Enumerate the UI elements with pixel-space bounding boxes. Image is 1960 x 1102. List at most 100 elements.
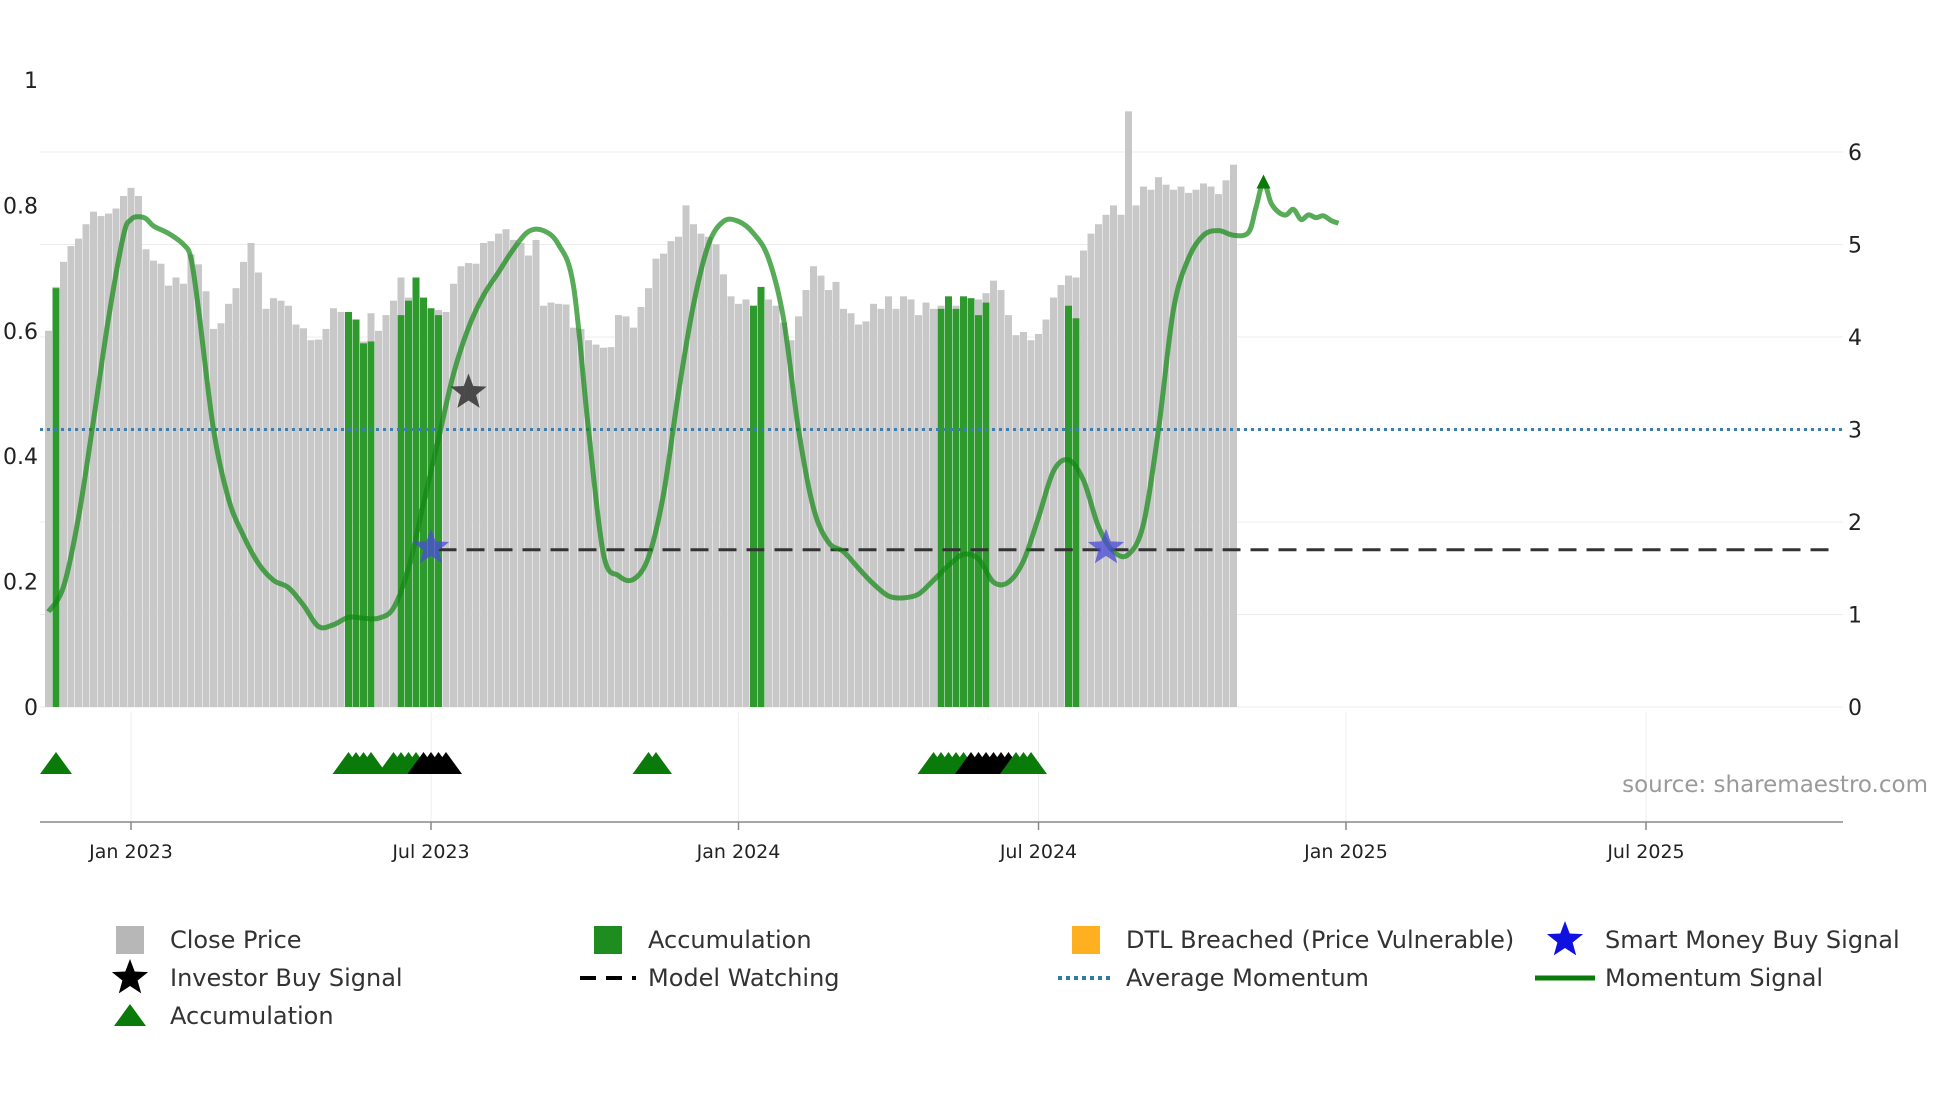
legend-swatch <box>1072 926 1100 954</box>
y-right-tick-label: 3 <box>1848 419 1862 444</box>
y-right-tick-label: 1 <box>1848 604 1862 629</box>
accumulation-bar <box>1065 305 1072 707</box>
close-price-bar <box>1020 332 1027 707</box>
y-right-tick-label: 4 <box>1848 326 1862 351</box>
close-price-bar <box>172 277 180 707</box>
close-price-bar <box>825 290 832 707</box>
close-price-bar <box>495 233 502 708</box>
close-price-bar <box>127 187 135 707</box>
close-price-bar <box>90 211 97 708</box>
close-price-bar <box>735 303 742 707</box>
close-price-bar <box>667 241 675 707</box>
close-price-bar <box>1140 186 1147 708</box>
close-price-bar <box>862 321 870 707</box>
close-price-bar <box>1117 214 1125 707</box>
smart-money-star <box>1087 528 1125 564</box>
x-tick-label: Jul 2023 <box>391 841 469 863</box>
y-left-tick-label: 0.4 <box>3 445 38 470</box>
close-price-bar <box>840 308 847 707</box>
accumulation-bar <box>352 319 360 707</box>
close-price-bar <box>630 327 637 707</box>
close-price-bar <box>262 308 270 707</box>
close-price-bar <box>382 315 390 707</box>
legend-label: Close Price <box>170 926 302 954</box>
close-price-bar <box>727 296 735 707</box>
close-price-bar <box>780 322 787 707</box>
close-price-bar <box>1185 192 1192 708</box>
accumulation-triangle <box>40 752 72 774</box>
close-price-bar <box>892 308 900 707</box>
close-price-bar <box>555 303 562 707</box>
close-price-bar <box>150 260 157 707</box>
close-price-bar <box>442 311 450 707</box>
close-price-bar <box>652 258 660 707</box>
close-price-bar <box>547 302 555 707</box>
close-price-bar <box>592 344 600 707</box>
close-price-bar <box>817 275 825 707</box>
close-price-bar <box>487 241 495 707</box>
legend-label: Smart Money Buy Signal <box>1605 926 1900 954</box>
source-label: source: sharemaestro.com <box>1622 772 1928 798</box>
close-price-bar <box>472 263 480 707</box>
close-price-bar <box>1057 285 1065 707</box>
legend-label: Average Momentum <box>1126 964 1369 992</box>
y-left-tick-label: 0.8 <box>3 194 38 219</box>
close-price-bar <box>915 315 922 707</box>
momentum-signal-line <box>46 180 1340 631</box>
y-right-tick-label: 5 <box>1848 234 1862 259</box>
close-price-bar <box>930 308 937 707</box>
close-price-bar <box>180 283 187 707</box>
close-price-bar <box>375 330 382 707</box>
close-price-bar <box>202 291 210 707</box>
close-price-bar <box>1222 180 1230 707</box>
close-price-bar <box>615 315 622 707</box>
close-price-bar <box>682 205 690 707</box>
close-price-bar <box>1005 315 1012 707</box>
close-price-bar <box>922 302 930 707</box>
accumulation-bar <box>405 300 412 707</box>
close-price-bar <box>1027 340 1035 707</box>
close-price-bar <box>457 266 465 707</box>
legend-label: Momentum Signal <box>1605 964 1823 992</box>
close-price-bar <box>877 308 885 707</box>
close-price-bar <box>577 328 585 707</box>
close-price-bar <box>157 263 165 707</box>
close-price-bar <box>1147 189 1155 708</box>
close-price-bar <box>1177 186 1185 708</box>
close-price-bar <box>1110 205 1117 707</box>
signal-markers <box>40 174 1271 774</box>
close-price-bar <box>525 255 532 707</box>
close-price-bar <box>907 299 915 707</box>
close-price-bar <box>997 290 1005 707</box>
close-price-bar <box>540 305 547 707</box>
axes: Jan 2023 Jul 2023 Jan 2024 Jul 2024 Jan 2025… <box>3 69 1862 863</box>
close-price-bar <box>802 290 810 707</box>
accumulation-bar <box>397 315 405 707</box>
accumulation-triangle <box>640 752 672 774</box>
close-price-bar <box>832 281 840 707</box>
legend-swatch <box>594 926 622 954</box>
close-price-bar <box>60 261 67 707</box>
close-price-bar <box>135 195 142 707</box>
close-price-bar <box>120 195 127 707</box>
close-price-bar <box>990 280 997 707</box>
accumulation-bar <box>427 308 435 707</box>
close-price-bar <box>315 339 322 707</box>
close-price-bar <box>765 299 772 707</box>
close-price-bar <box>720 274 727 707</box>
accumulation-triangle <box>1015 752 1047 774</box>
close-price-bar <box>1207 186 1215 708</box>
close-price-bar <box>112 208 120 707</box>
close-price-bars <box>45 111 1237 708</box>
accumulation-bar <box>960 296 967 707</box>
close-price-bar <box>1200 183 1207 707</box>
accumulation-bar <box>52 288 60 707</box>
signal-lines <box>40 180 1843 631</box>
close-price-bar <box>465 263 472 707</box>
accumulation-bar <box>435 315 442 707</box>
y-left-tick-label: 0.6 <box>3 320 38 345</box>
close-price-bar <box>532 239 540 707</box>
accumulation-bar <box>1072 318 1080 707</box>
close-price-bar <box>847 313 855 707</box>
close-price-bar <box>607 347 615 707</box>
